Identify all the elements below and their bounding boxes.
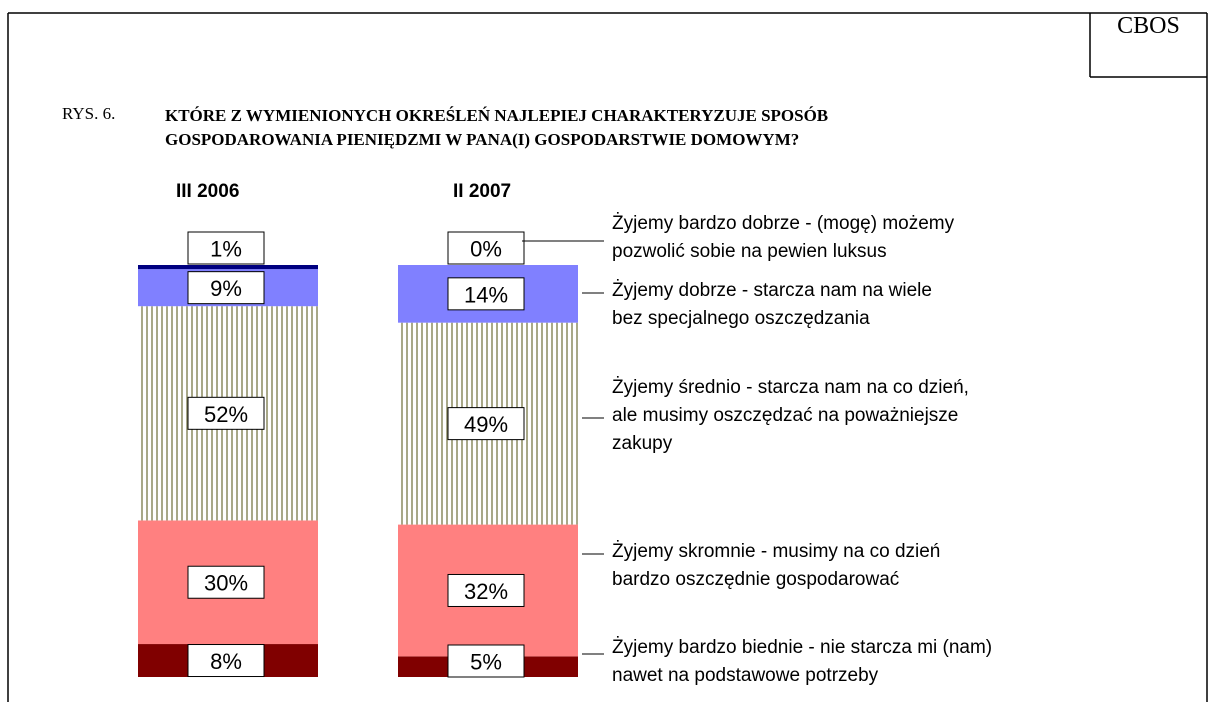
legend-label: Żyjemy średnio - starcza nam na co dzień… (612, 377, 969, 454)
value-label: 30% (204, 571, 248, 596)
value-label: 9% (210, 276, 242, 301)
bar-segment (138, 265, 318, 270)
label-box (447, 573, 525, 607)
label-box (187, 644, 265, 678)
legend-label: Żyjemy dobrze - starcza nam na wiele bez… (612, 280, 932, 329)
label-box (447, 644, 525, 678)
label-box (447, 277, 525, 311)
figure-number: RYS. 6. (62, 104, 116, 123)
label-box (447, 407, 525, 441)
value-label: 49% (464, 412, 508, 437)
category-label: II 2007 (453, 181, 512, 202)
value-label: 52% (204, 402, 248, 427)
value-label: 32% (464, 579, 508, 604)
legend-label: Żyjemy bardzo dobrze - (mogę) możemy poz… (612, 213, 955, 262)
legend-label: Żyjemy bardzo biednie - nie starcza mi (… (612, 637, 993, 686)
value-label: 0% (470, 237, 502, 262)
label-box (187, 565, 265, 599)
category-label: III 2006 (176, 181, 240, 202)
label-box (447, 231, 525, 265)
value-label: 14% (464, 282, 508, 307)
value-label: 8% (210, 649, 242, 674)
legend-label: Żyjemy skromnie - musimy na co dzień bar… (612, 541, 941, 590)
label-box (187, 396, 265, 430)
label-box (187, 271, 265, 305)
value-label: 1% (210, 237, 242, 262)
label-box (187, 231, 265, 265)
source: CBOS (1117, 13, 1180, 39)
chart-title: KTÓRE Z WYMIENIONYCH OKREŚLEŃ NAJLEPIEJ … (165, 106, 829, 149)
value-label: 5% (470, 650, 502, 675)
